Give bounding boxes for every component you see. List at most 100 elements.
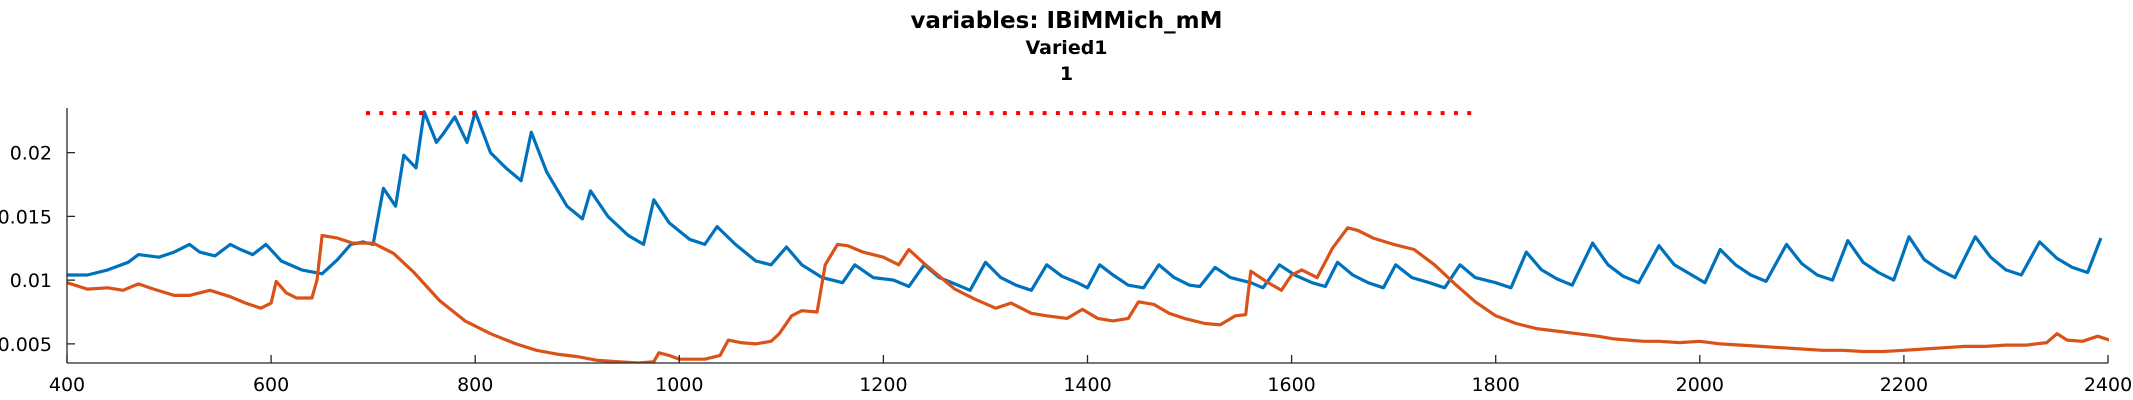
marker-dot — [1268, 111, 1273, 116]
marker-dot — [405, 111, 410, 116]
marker-dot — [671, 111, 676, 116]
marker-dot — [498, 111, 503, 116]
marker-dots — [366, 111, 1472, 116]
series-line-2 — [67, 226, 2109, 363]
x-tick-label: 2200 — [1880, 374, 1928, 396]
marker-dot — [472, 111, 477, 116]
x-tick-label: 800 — [457, 374, 493, 396]
marker-dot — [764, 111, 768, 116]
marker-dot — [1361, 111, 1365, 116]
marker-dot — [949, 111, 954, 116]
marker-dot — [1387, 111, 1392, 116]
marker-dot — [697, 111, 702, 116]
marker-dot — [1069, 111, 1074, 116]
marker-dot — [1042, 111, 1047, 116]
marker-dot — [1016, 111, 1021, 116]
marker-dot — [538, 111, 543, 116]
y-tick-label: 0.015 — [0, 206, 52, 228]
marker-dot — [1162, 111, 1166, 116]
chart-subtitle-line-1: Varied1 — [1025, 37, 1108, 59]
marker-dot — [936, 111, 941, 116]
marker-dot — [1440, 111, 1445, 116]
x-tick-label: 600 — [253, 374, 289, 396]
x-tick-label: 400 — [49, 374, 85, 396]
marker-dot — [1467, 111, 1472, 116]
marker-dot — [1215, 111, 1220, 116]
marker-dot — [1029, 111, 1034, 116]
marker-dot — [976, 111, 981, 116]
marker-dot — [1175, 111, 1180, 116]
marker-dot — [657, 111, 662, 116]
marker-dot — [525, 111, 530, 116]
marker-dot — [1254, 111, 1259, 116]
marker-dot — [1241, 111, 1246, 116]
marker-dot — [1228, 111, 1233, 116]
chart-subtitle-line-2: 1 — [1059, 63, 1074, 85]
marker-dot — [1109, 111, 1113, 116]
marker-dot — [1453, 111, 1458, 116]
marker-dot — [724, 111, 729, 116]
marker-dot — [551, 111, 556, 116]
chart-title: variables: IBiMMich_mM — [910, 8, 1223, 34]
marker-dot — [711, 111, 715, 116]
marker-dot — [843, 111, 848, 116]
y-tick-label: 0.005 — [0, 334, 52, 356]
marker-dot — [896, 111, 901, 116]
marker-dot — [1347, 111, 1352, 116]
marker-dot — [737, 111, 742, 116]
marker-dot — [1055, 111, 1060, 116]
marker-dot — [419, 111, 424, 116]
marker-dot — [392, 111, 397, 116]
x-tick-label: 1600 — [1267, 374, 1315, 396]
marker-dot — [458, 111, 463, 116]
marker-dot — [750, 111, 755, 116]
marker-dot — [1281, 111, 1286, 116]
marker-dot — [366, 111, 370, 116]
x-tick-label: 1000 — [655, 374, 703, 396]
marker-dot — [830, 111, 835, 116]
marker-dot — [856, 111, 861, 116]
marker-dot — [883, 111, 888, 116]
axes: 400 600 800 1000 1200 1400 1600 1800 2000 2200 240… — [0, 108, 2132, 396]
marker-dot — [1308, 111, 1312, 116]
marker-dot — [432, 111, 437, 116]
marker-dot — [870, 111, 875, 116]
marker-dot — [565, 111, 569, 116]
marker-dot — [631, 111, 636, 116]
marker-dot — [1082, 111, 1087, 116]
marker-dot — [485, 111, 490, 116]
marker-dot — [1414, 111, 1419, 116]
marker-dot — [618, 111, 623, 116]
marker-dot — [1135, 111, 1140, 116]
marker-dot — [684, 111, 689, 116]
marker-dot — [910, 111, 914, 116]
x-tick-label: 2000 — [1676, 374, 1724, 396]
marker-dot — [1294, 111, 1299, 116]
marker-dot — [1334, 111, 1339, 116]
marker-dot — [790, 111, 795, 116]
marker-dot — [989, 111, 994, 116]
marker-dot — [1400, 111, 1405, 116]
marker-dot — [379, 111, 384, 116]
marker-dot — [963, 111, 967, 116]
marker-dot — [1427, 111, 1432, 116]
marker-dot — [578, 111, 583, 116]
marker-dot — [803, 111, 808, 116]
marker-dot — [1122, 111, 1127, 116]
marker-dot — [1148, 111, 1153, 116]
x-tick-label: 1400 — [1063, 374, 1111, 396]
marker-dot — [1201, 111, 1206, 116]
x-tick-label: 1200 — [859, 374, 907, 396]
marker-dot — [1095, 111, 1100, 116]
marker-dot — [1188, 111, 1193, 116]
marker-dot — [1321, 111, 1326, 116]
marker-dot — [445, 111, 450, 116]
y-tick-label: 0.02 — [10, 143, 52, 165]
x-tick-label: 1800 — [1472, 374, 1520, 396]
marker-dot — [923, 111, 928, 116]
marker-dot — [512, 111, 516, 116]
marker-dot — [777, 111, 782, 116]
marker-dot — [1374, 111, 1379, 116]
